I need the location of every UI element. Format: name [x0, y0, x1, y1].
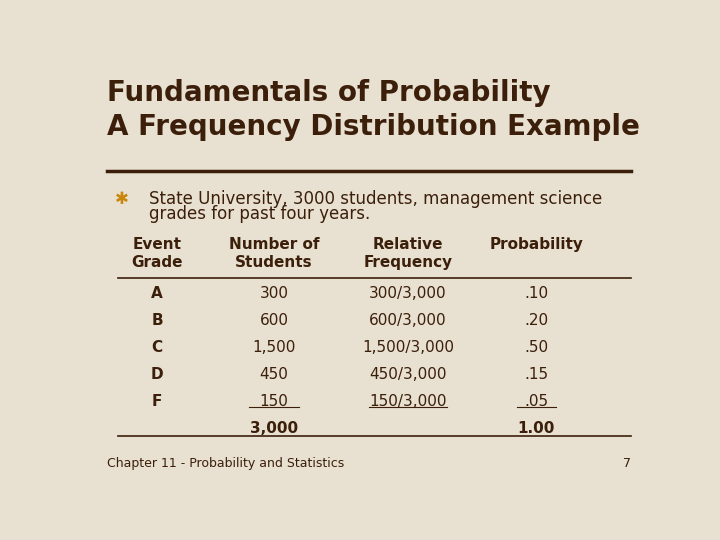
Text: Chapter 11 - Probability and Statistics: Chapter 11 - Probability and Statistics	[107, 457, 344, 470]
Text: 600: 600	[260, 313, 289, 328]
Text: 300: 300	[260, 286, 289, 301]
Text: .20: .20	[524, 313, 549, 328]
Text: 1,500/3,000: 1,500/3,000	[362, 340, 454, 355]
Text: Event
Grade: Event Grade	[131, 238, 183, 270]
Text: 450: 450	[260, 367, 289, 382]
Text: 3,000: 3,000	[250, 421, 298, 436]
Text: .10: .10	[524, 286, 549, 301]
Text: ✱: ✱	[115, 190, 129, 207]
Text: .50: .50	[524, 340, 549, 355]
Text: grades for past four years.: grades for past four years.	[148, 205, 370, 224]
Text: 150: 150	[260, 394, 289, 409]
Text: F: F	[152, 394, 162, 409]
Text: .15: .15	[524, 367, 549, 382]
Text: 450/3,000: 450/3,000	[369, 367, 447, 382]
Text: B: B	[151, 313, 163, 328]
Text: 1.00: 1.00	[518, 421, 555, 436]
Text: C: C	[151, 340, 163, 355]
Text: 600/3,000: 600/3,000	[369, 313, 447, 328]
Text: A: A	[151, 286, 163, 301]
Text: 150/3,000: 150/3,000	[369, 394, 447, 409]
Text: 300/3,000: 300/3,000	[369, 286, 447, 301]
Text: D: D	[150, 367, 163, 382]
Text: Fundamentals of Probability
A Frequency Distribution Example: Fundamentals of Probability A Frequency …	[107, 79, 639, 141]
Text: State University, 3000 students, management science: State University, 3000 students, managem…	[148, 190, 602, 207]
Text: 1,500: 1,500	[253, 340, 296, 355]
Text: Number of
Students: Number of Students	[229, 238, 320, 270]
Text: .05: .05	[524, 394, 549, 409]
Text: Probability: Probability	[490, 238, 583, 252]
Text: Relative
Frequency: Relative Frequency	[364, 238, 453, 270]
Text: 7: 7	[624, 457, 631, 470]
